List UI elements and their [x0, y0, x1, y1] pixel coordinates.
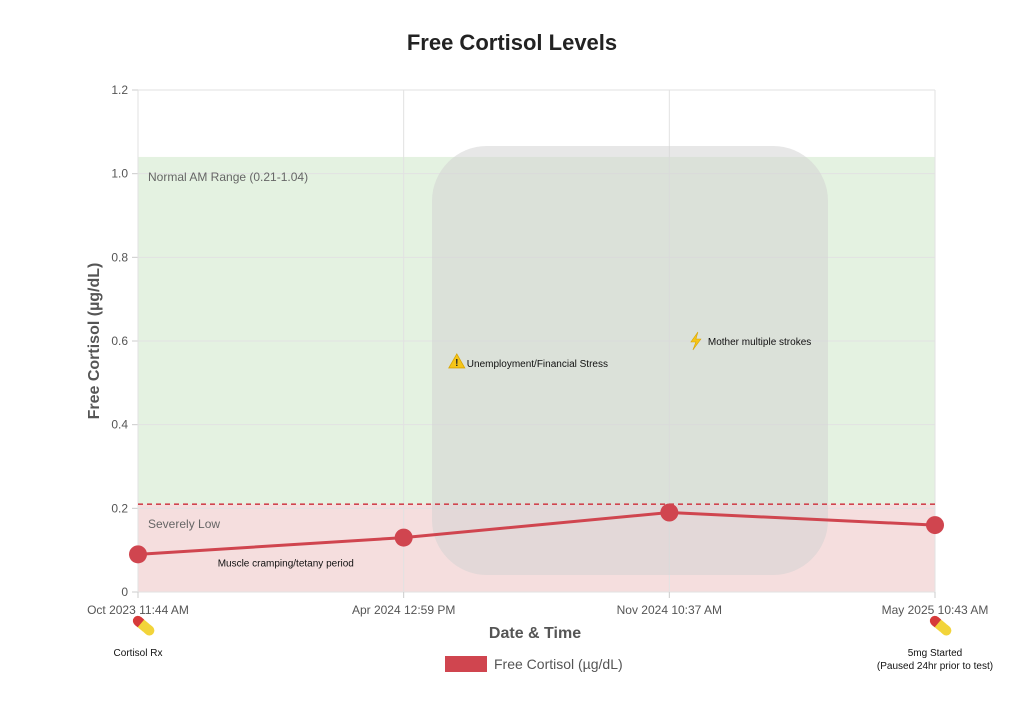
pill-icon — [929, 615, 952, 636]
data-point — [660, 503, 679, 522]
series-line — [137, 511, 936, 556]
y-tick-label: 0.8 — [111, 250, 128, 264]
y-tick-label: 0.6 — [111, 334, 128, 348]
warning-mark: ! — [455, 358, 458, 369]
legend-swatch — [445, 656, 487, 672]
y-tick-label: 0.4 — [111, 418, 128, 432]
data-point — [926, 516, 944, 535]
pill-icon — [132, 615, 155, 636]
annotation-label: Unemployment/Financial Stress — [467, 359, 608, 370]
x-tick-label: Apr 2024 12:59 PM — [352, 603, 455, 617]
medication-label: (Paused 24hr prior to test) — [877, 661, 993, 672]
warning-triangle — [448, 353, 466, 369]
y-tick-label: 0 — [121, 585, 128, 599]
x-tick-label: May 2025 10:43 AM — [882, 603, 989, 617]
medication-label: 5mg Started — [908, 648, 962, 659]
legend-label: Free Cortisol (µg/dL) — [494, 656, 623, 672]
y-tick-label: 1.2 — [111, 83, 128, 97]
x-axis-title: Date & Time — [489, 625, 581, 642]
x-tick-label: Oct 2023 11:44 AM — [87, 603, 189, 617]
lightning-icon — [690, 331, 702, 351]
warning-icon: ! — [448, 353, 466, 369]
pill-join-red — [134, 617, 145, 628]
y-axis-title: Free Cortisol (µg/dL) — [86, 263, 103, 420]
data-point — [129, 545, 147, 564]
severely-low-label: Severely Low — [148, 517, 220, 531]
overlay-panel — [432, 146, 828, 575]
chart-title: Free Cortisol Levels — [407, 30, 617, 55]
pill-join — [136, 618, 150, 632]
x-tick-label: Nov 2024 10:37 AM — [617, 603, 722, 617]
annotation-label: Mother multiple strokes — [708, 337, 811, 348]
pill-join — [933, 618, 947, 632]
y-tick-label: 1.0 — [111, 167, 128, 181]
data-series — [129, 503, 944, 564]
overlay-layer — [432, 146, 828, 575]
annotation-label: Muscle cramping/tetany period — [218, 559, 354, 570]
medication-label: Cortisol Rx — [114, 648, 163, 659]
pill-join-red — [931, 617, 942, 628]
chart-labels: Free Cortisol Levels 0 0.2 0.4 0.6 0.8 1.0 1.2 O… — [86, 30, 993, 672]
normal-range-label: Normal AM Range (0.21-1.04) — [148, 170, 308, 184]
data-point — [394, 528, 413, 547]
y-tick-label: 0.2 — [111, 501, 128, 515]
